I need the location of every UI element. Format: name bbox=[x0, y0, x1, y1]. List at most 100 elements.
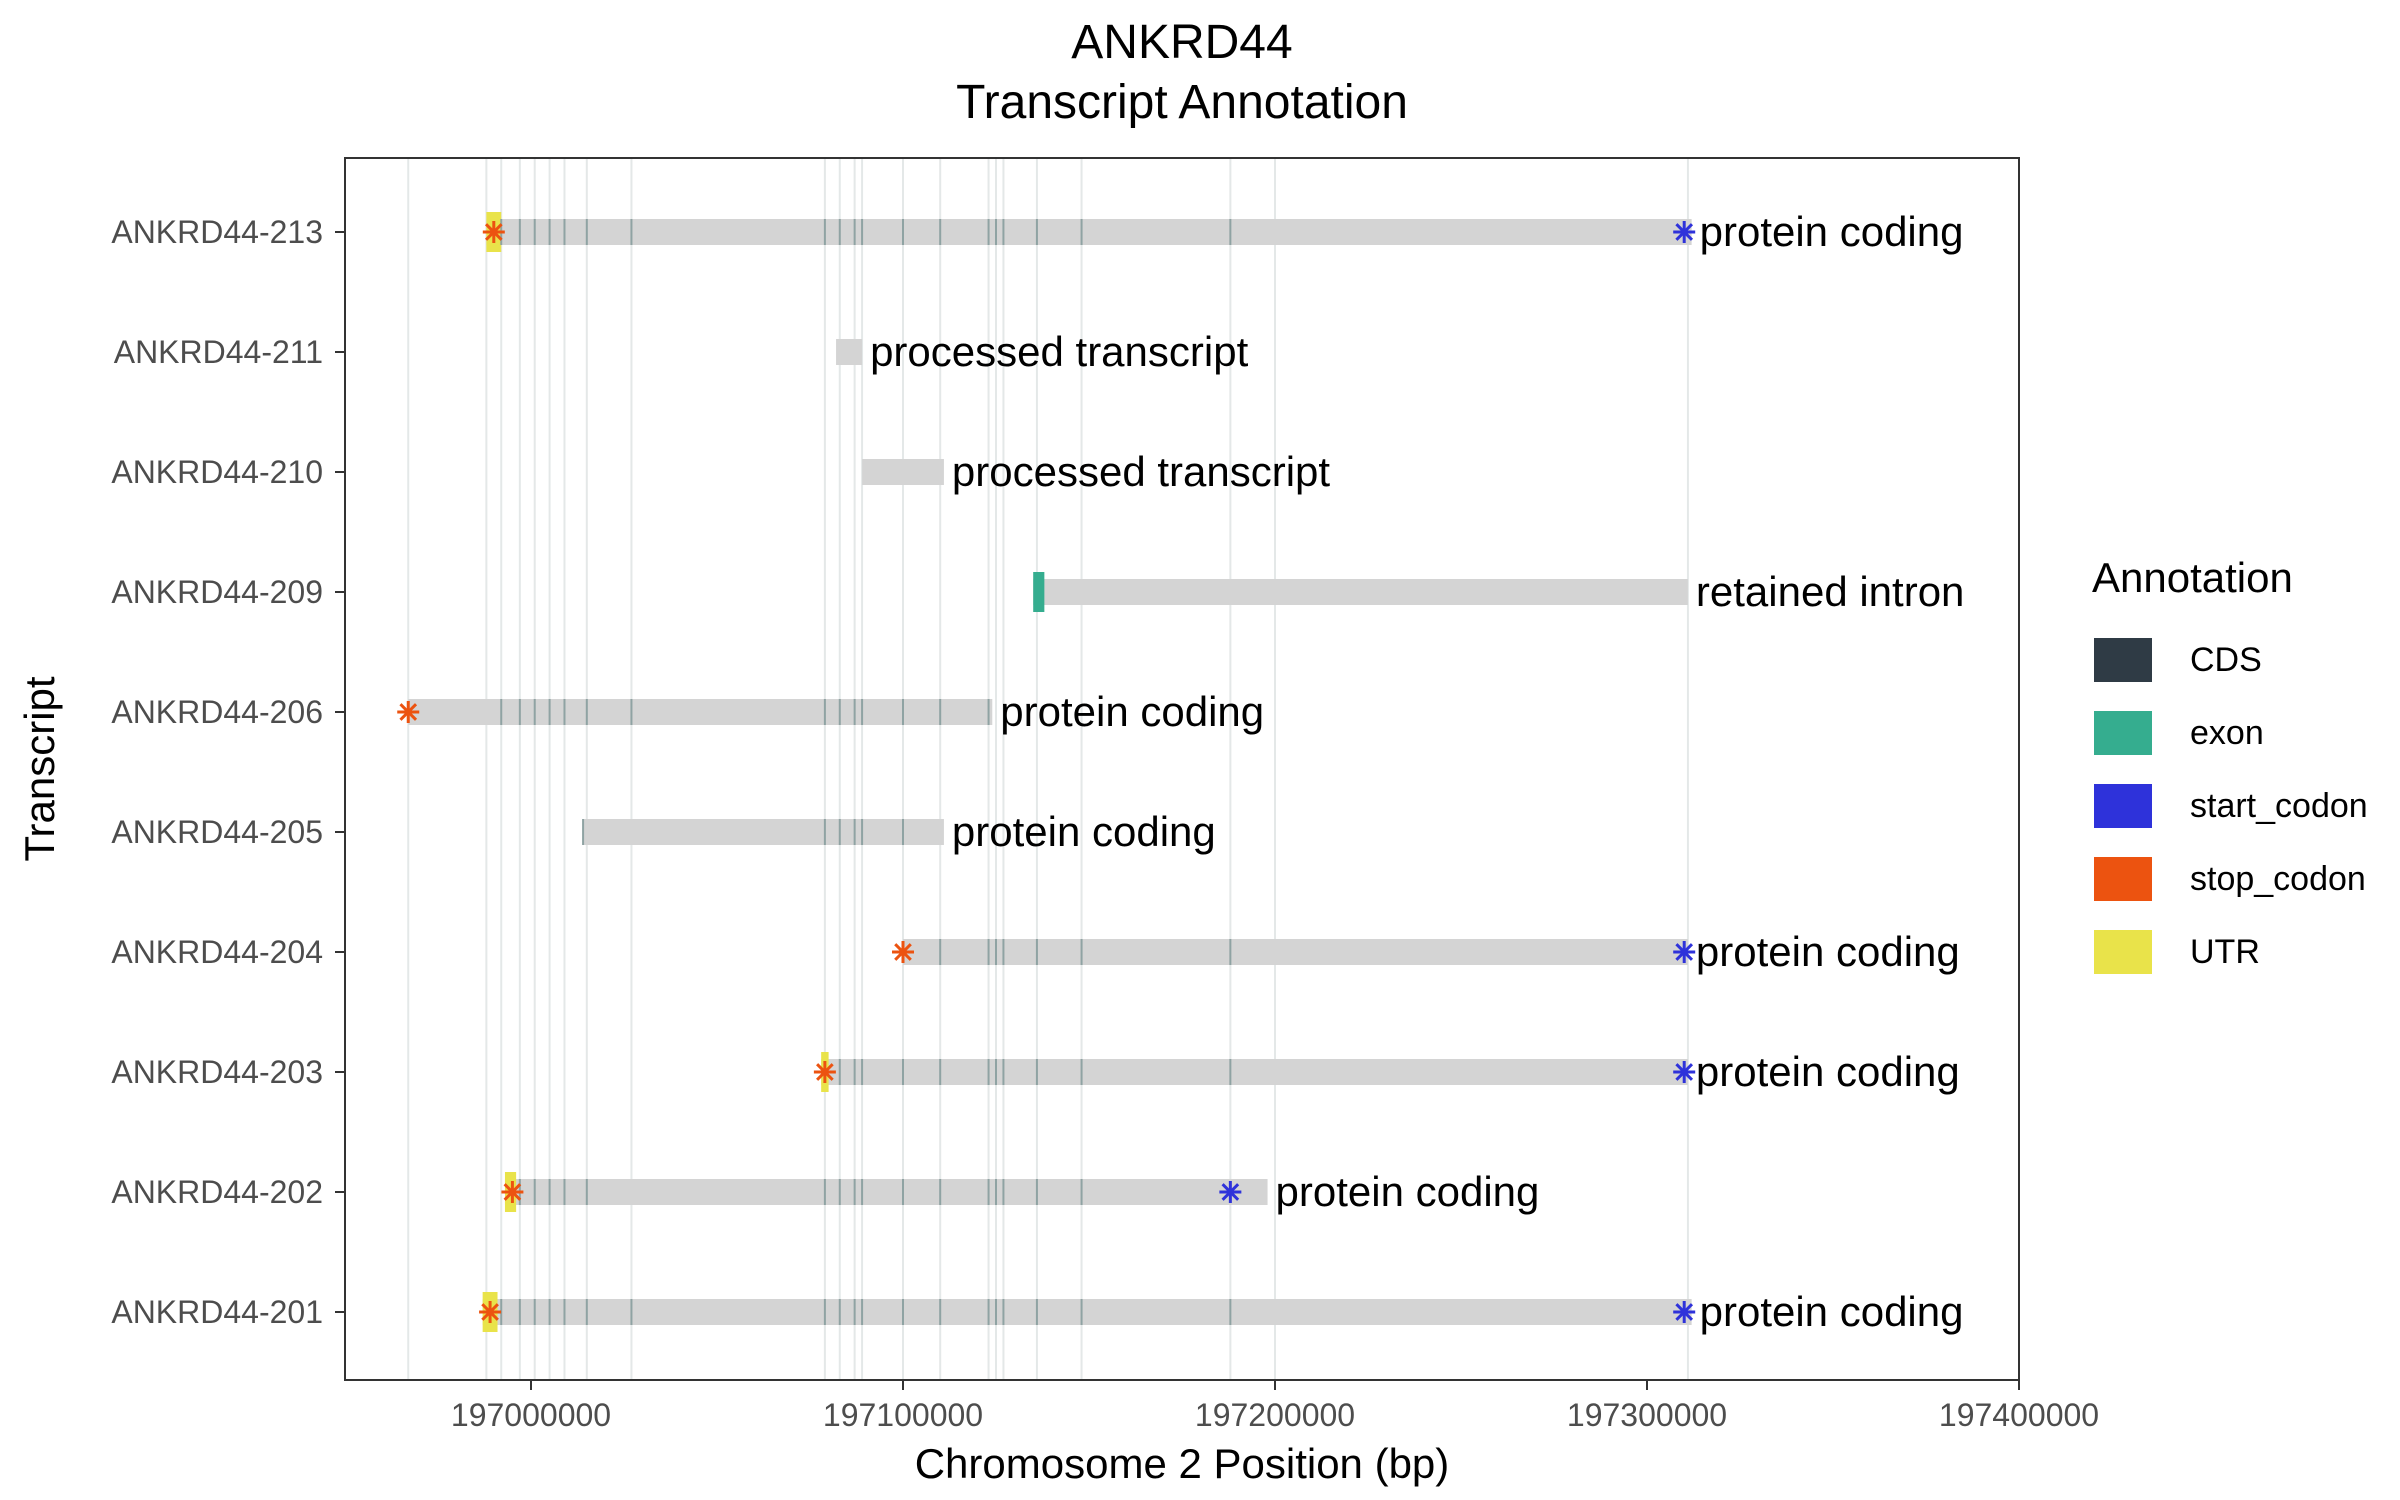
transcript-body bbox=[903, 939, 1688, 965]
cds-mark bbox=[563, 1179, 566, 1205]
cds-mark bbox=[861, 699, 864, 725]
cds-mark bbox=[585, 1299, 588, 1325]
cds-mark bbox=[838, 1059, 841, 1085]
cds-mark bbox=[630, 219, 633, 245]
transcript-biotype-label: protein coding bbox=[1700, 1288, 1964, 1335]
cds-mark bbox=[563, 219, 566, 245]
cds-mark bbox=[861, 1299, 864, 1325]
x-axis: 197000000 197100000 197200000 197300000 1974… bbox=[451, 1380, 2099, 1433]
cds-mark bbox=[823, 699, 826, 725]
transcript-biotype-label: protein coding bbox=[952, 808, 1216, 855]
transcript-body bbox=[1033, 579, 1688, 605]
cds-mark bbox=[939, 1299, 942, 1325]
transcript-body bbox=[482, 1299, 1692, 1325]
start-codon-marker-stroke bbox=[1675, 1063, 1694, 1081]
start-codon-marker-stroke bbox=[1675, 1303, 1694, 1321]
x-tick-label: 197000000 bbox=[451, 1397, 611, 1433]
cds-mark bbox=[861, 219, 864, 245]
stop-codon-marker bbox=[813, 1061, 836, 1083]
start-codon-marker bbox=[1219, 1181, 1242, 1203]
cds-mark bbox=[853, 1179, 856, 1205]
cds-mark bbox=[1080, 219, 1083, 245]
stop-codon-marker-stroke bbox=[816, 1063, 834, 1081]
cds-mark bbox=[902, 819, 904, 845]
start-codon-marker bbox=[1673, 1301, 1696, 1323]
stop-codon-marker-stroke bbox=[399, 703, 418, 721]
cds-mark bbox=[939, 219, 942, 245]
cds-mark bbox=[518, 1299, 521, 1325]
legend-swatch bbox=[2094, 930, 2152, 974]
cds-mark bbox=[1035, 1179, 1038, 1205]
cds-mark bbox=[533, 699, 536, 725]
x-axis-label: Chromosome 2 Position (bp) bbox=[915, 1440, 1450, 1487]
cds-mark bbox=[630, 1299, 633, 1325]
transcript-biotype-label: protein coding bbox=[1696, 1048, 1960, 1095]
cds-mark bbox=[838, 1299, 841, 1325]
start-codon-marker-stroke bbox=[1221, 1183, 1240, 1201]
cds-mark bbox=[995, 1059, 997, 1085]
cds-mark bbox=[853, 1299, 856, 1325]
legend: Annotation CDS exon start_codon stop_codon U… bbox=[2092, 554, 2368, 974]
cds-mark bbox=[861, 819, 864, 845]
legend-label: start_codon bbox=[2190, 787, 2368, 825]
legend-swatch bbox=[2094, 638, 2152, 682]
y-axis-label: Transcript bbox=[16, 676, 63, 861]
transcript-body bbox=[486, 219, 1692, 245]
y-tick-label: ANKRD44-205 bbox=[111, 814, 323, 850]
legend-swatch bbox=[2094, 711, 2152, 755]
cds-mark bbox=[838, 1179, 841, 1205]
cds-mark bbox=[500, 699, 503, 725]
cds-mark bbox=[1002, 1299, 1005, 1325]
y-tick-label: ANKRD44-211 bbox=[114, 334, 323, 370]
cds-mark bbox=[995, 939, 997, 965]
y-tick-label: ANKRD44-204 bbox=[111, 934, 323, 970]
cds-mark bbox=[548, 1179, 551, 1205]
cds-mark bbox=[995, 219, 997, 245]
cds-mark bbox=[987, 1059, 990, 1085]
cds-mark bbox=[548, 1299, 551, 1325]
cds-mark bbox=[1035, 219, 1038, 245]
x-tick-label: 197400000 bbox=[1939, 1397, 2099, 1433]
plot-border bbox=[344, 157, 2020, 1381]
transcript-biotype-label: processed transcript bbox=[952, 448, 1330, 495]
y-tick-label: ANKRD44-202 bbox=[111, 1174, 323, 1210]
cds-mark bbox=[548, 699, 551, 725]
cds-mark bbox=[1002, 1059, 1005, 1085]
cds-mark bbox=[902, 1299, 904, 1325]
cds-mark bbox=[838, 219, 841, 245]
cds-mark bbox=[987, 219, 990, 245]
cds-mark bbox=[1080, 1299, 1083, 1325]
cds-mark bbox=[563, 1299, 566, 1325]
transcript-body bbox=[583, 819, 944, 845]
cds-mark bbox=[939, 1179, 942, 1205]
start-codon-marker bbox=[1673, 1061, 1696, 1083]
exon-block bbox=[1033, 572, 1045, 612]
stop-codon-marker bbox=[501, 1181, 524, 1203]
cds-mark bbox=[838, 819, 841, 845]
transcript-body bbox=[821, 1059, 1688, 1085]
cds-mark bbox=[902, 699, 904, 725]
stop-codon-marker-stroke bbox=[503, 1183, 522, 1201]
cds-mark bbox=[1002, 219, 1005, 245]
cds-mark bbox=[987, 699, 990, 725]
x-tick-label: 197200000 bbox=[1195, 1397, 1355, 1433]
cds-mark bbox=[533, 1179, 536, 1205]
cds-mark bbox=[585, 1179, 588, 1205]
stop-codon-marker bbox=[397, 701, 420, 723]
transcript-body bbox=[504, 1179, 1268, 1205]
cds-mark bbox=[902, 219, 904, 245]
cds-mark bbox=[853, 819, 856, 845]
y-tick-label: ANKRD44-213 bbox=[111, 214, 323, 250]
cds-mark bbox=[563, 699, 566, 725]
cds-mark bbox=[838, 699, 841, 725]
legend-label: stop_codon bbox=[2190, 860, 2366, 898]
cds-mark bbox=[533, 1299, 536, 1325]
cds-mark bbox=[853, 699, 856, 725]
cds-mark bbox=[585, 219, 588, 245]
y-tick-label: ANKRD44-209 bbox=[111, 574, 323, 610]
cds-mark bbox=[1229, 939, 1232, 965]
y-axis: ANKRD44-213 ANKRD44-211 ANKRD44-210 ANKRD44… bbox=[111, 214, 345, 1330]
cds-mark bbox=[518, 699, 521, 725]
transcript-biotype-label: protein coding bbox=[1276, 1168, 1540, 1215]
